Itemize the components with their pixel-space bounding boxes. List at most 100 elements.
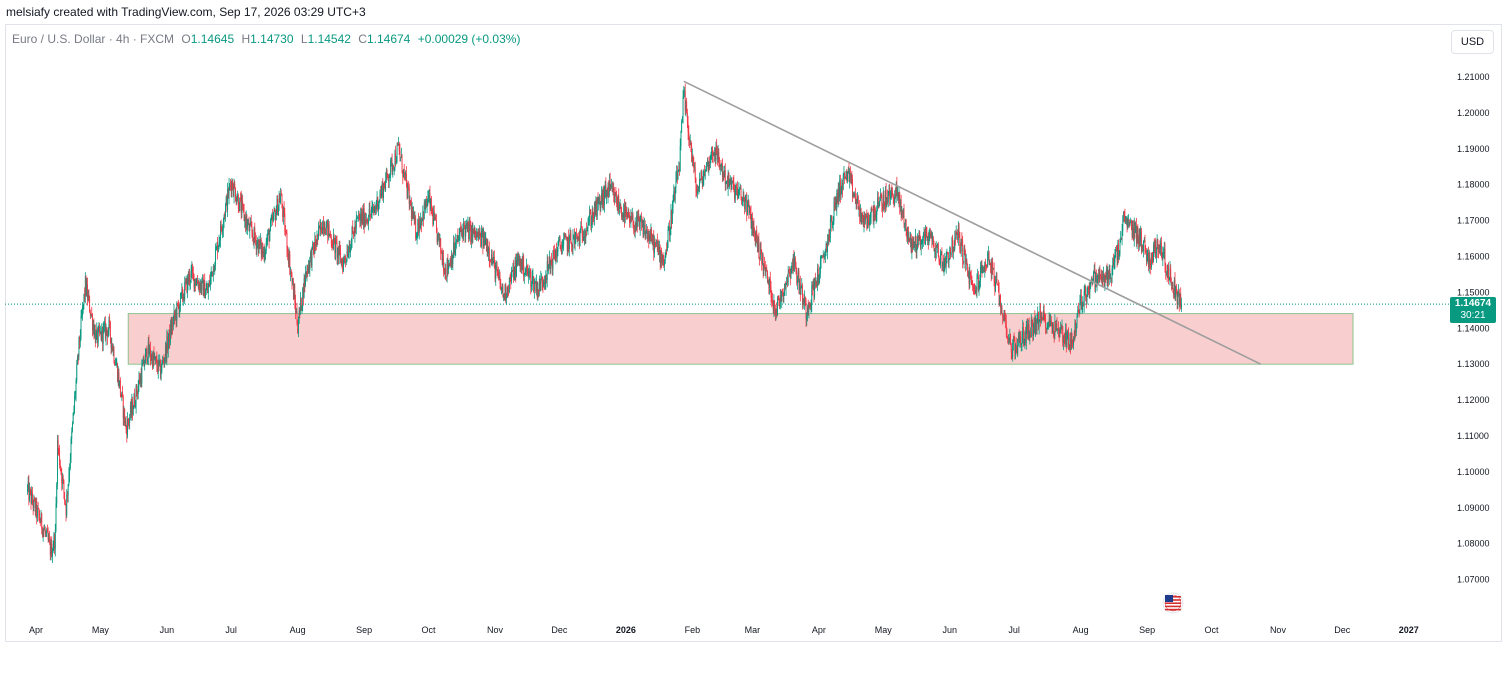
candle-body <box>572 236 574 250</box>
candle-body <box>1055 323 1057 331</box>
candle-body <box>1093 268 1095 272</box>
candle-body <box>212 265 214 276</box>
candle-body <box>1153 244 1154 262</box>
candle-body <box>962 239 964 262</box>
candle-body <box>377 196 379 211</box>
candle-body <box>232 181 234 190</box>
y-axis-tick-label: 1.12000 <box>1457 395 1490 405</box>
candle-body <box>892 195 894 200</box>
us-flag-icon[interactable] <box>1162 592 1184 614</box>
candle-body <box>1070 338 1072 350</box>
candle-body <box>521 259 522 270</box>
candle-body <box>464 227 466 237</box>
candle-body <box>904 223 906 225</box>
candle-body <box>207 287 209 294</box>
candle-body <box>157 367 158 373</box>
candle-body <box>40 513 42 523</box>
candle-body <box>1180 304 1182 309</box>
low-label: L <box>300 32 308 46</box>
low-value: 1.14542 <box>307 32 351 46</box>
candle-body <box>1123 212 1125 216</box>
candle-body <box>301 306 303 311</box>
candle-body <box>989 263 991 264</box>
candle-body <box>739 189 741 191</box>
close-label: C <box>358 32 367 46</box>
candle-body <box>342 263 344 272</box>
candle-body <box>1098 269 1100 280</box>
candle-body <box>957 225 959 241</box>
candle-body <box>631 215 633 220</box>
candle-body <box>782 291 783 293</box>
candle-body <box>706 162 708 167</box>
candle-body <box>439 238 441 242</box>
candle-body <box>568 237 570 249</box>
candle-body <box>964 247 966 254</box>
candle-body <box>928 234 930 244</box>
candle-body <box>643 227 645 236</box>
candle-body <box>1083 291 1085 306</box>
candle-body <box>54 530 56 549</box>
candle-body <box>805 303 807 320</box>
candle-body <box>315 239 317 246</box>
candle-body <box>867 216 868 229</box>
candle-body <box>606 189 608 196</box>
candle-body <box>38 508 40 516</box>
candle-body <box>763 264 765 271</box>
candle-body <box>1080 295 1082 300</box>
candle-body <box>500 283 502 290</box>
candle-body <box>570 232 572 243</box>
candle-body <box>483 232 485 247</box>
candle-body <box>373 210 375 212</box>
candle-body <box>1175 286 1177 297</box>
candle-body <box>1015 344 1016 354</box>
currency-button[interactable]: USD <box>1451 30 1494 54</box>
candle-body <box>1176 289 1178 304</box>
candle-body <box>910 234 912 252</box>
candle-body <box>110 337 112 348</box>
candle-body <box>49 538 51 541</box>
candle-body <box>707 160 709 170</box>
candle-body <box>696 191 698 194</box>
candle-body <box>725 182 727 185</box>
candle-body <box>1032 323 1034 336</box>
candle-body <box>67 494 68 496</box>
candle-body <box>1024 332 1026 342</box>
candle-body <box>955 237 956 239</box>
candle-body <box>754 229 756 234</box>
candle-body <box>1052 324 1054 333</box>
candle-body <box>537 289 539 298</box>
candle-body <box>345 259 347 261</box>
candle-body <box>473 228 475 235</box>
candle-body <box>882 194 884 211</box>
candle-body <box>486 245 488 252</box>
candle-body <box>671 211 673 224</box>
candle-body <box>879 194 881 201</box>
candle-body <box>174 311 176 317</box>
candle-body <box>735 186 737 188</box>
candle-body <box>847 170 849 172</box>
candle-body <box>673 191 675 203</box>
candle-body <box>70 438 72 459</box>
candle-body <box>351 227 353 242</box>
candle-body <box>796 272 798 284</box>
candle-body <box>1081 305 1083 310</box>
candle-body <box>612 188 614 193</box>
candle-body <box>256 243 258 250</box>
candle-body <box>733 182 735 189</box>
candle-body <box>271 216 273 220</box>
candle-body <box>950 248 951 256</box>
candle-body <box>158 359 160 365</box>
candle-body <box>72 423 73 432</box>
candle-body <box>466 223 468 229</box>
candle-body <box>952 237 954 253</box>
candle-body <box>1134 222 1136 233</box>
x-axis-tick-label: May <box>92 625 110 635</box>
candle-body <box>440 252 442 254</box>
candle-body <box>1112 257 1114 269</box>
candle-body <box>542 283 544 286</box>
x-axis-tick-label: Nov <box>1270 625 1287 635</box>
candle-body <box>955 233 957 239</box>
candle-body <box>44 529 46 531</box>
candle-body <box>855 201 857 204</box>
